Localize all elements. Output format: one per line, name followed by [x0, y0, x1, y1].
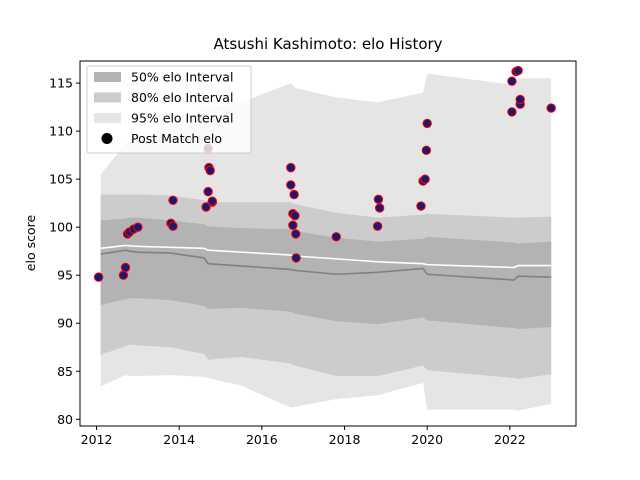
post-match-elo-point [507, 76, 517, 86]
legend-marker [101, 133, 113, 144]
post-match-elo-point [286, 162, 296, 173]
post-match-elo-point [515, 94, 525, 105]
post-match-elo-point [201, 202, 211, 212]
post-match-elo-point [420, 174, 430, 184]
legend-label: 80% elo Interval [131, 90, 233, 105]
legend-label: Post Match elo [131, 131, 222, 146]
post-match-elo-point [373, 194, 384, 205]
y-axis-label: elo score [23, 215, 38, 272]
legend-label: 95% elo Interval [131, 111, 233, 126]
x-axis: 2012 2014 2016 2018 2020 2022 [81, 426, 526, 447]
legend-label: 50% elo Interval [131, 70, 233, 85]
plot-area [93, 65, 556, 411]
post-match-elo-point [290, 210, 300, 221]
y-tick-label: 105 [49, 172, 73, 187]
y-tick-label: 80 [57, 412, 73, 427]
post-match-elo-point [513, 65, 523, 76]
y-tick-label: 110 [49, 124, 73, 139]
post-match-elo-point [374, 203, 385, 213]
x-tick-label: 2016 [246, 432, 278, 447]
post-match-elo-point [289, 189, 299, 200]
post-match-elo-point [507, 107, 517, 117]
post-match-elo-point [291, 253, 301, 263]
chart-title: Atsushi Kashimoto: elo History [213, 35, 442, 53]
x-tick-label: 2012 [81, 432, 113, 447]
legend: 50% elo Interval 80% elo Interval 95% elo … [86, 65, 252, 154]
post-match-elo-point [416, 201, 426, 211]
y-axis: 80 85 90 95 100 105 110 115 [49, 76, 80, 427]
legend-swatch [94, 92, 121, 103]
post-match-elo-point [546, 103, 556, 113]
post-match-elo-point [422, 118, 432, 129]
post-match-elo-point [120, 262, 131, 273]
x-tick-label: 2014 [163, 432, 195, 447]
post-match-elo-point [205, 165, 215, 176]
x-tick-label: 2022 [494, 432, 526, 447]
y-tick-label: 100 [49, 220, 73, 235]
legend-swatch [94, 113, 121, 123]
post-match-elo-point [168, 221, 178, 231]
y-tick-label: 90 [57, 316, 73, 331]
post-match-elo-point [93, 272, 104, 282]
post-match-elo-point [288, 220, 298, 230]
plot-frame [79, 60, 577, 427]
post-match-elo-point [207, 196, 217, 206]
post-match-elo-point [421, 145, 432, 156]
post-match-elo-point [331, 232, 341, 242]
post-match-elo-point [372, 221, 383, 231]
y-tick-label: 95 [57, 268, 73, 283]
post-match-elo-point [286, 180, 296, 190]
post-match-elo-point [133, 222, 143, 232]
x-tick-label: 2018 [329, 432, 361, 447]
legend-swatch [94, 72, 121, 82]
y-tick-label: 115 [49, 76, 73, 91]
median-elo-line [100, 249, 552, 281]
post-match-elo-point [203, 186, 213, 197]
post-match-elo-point [291, 229, 301, 239]
y-tick-label: 85 [57, 364, 73, 379]
x-tick-label: 2020 [411, 432, 443, 447]
legend-box [86, 65, 252, 154]
post-match-elo-point [118, 270, 129, 280]
post-match-elo-point [168, 195, 178, 205]
